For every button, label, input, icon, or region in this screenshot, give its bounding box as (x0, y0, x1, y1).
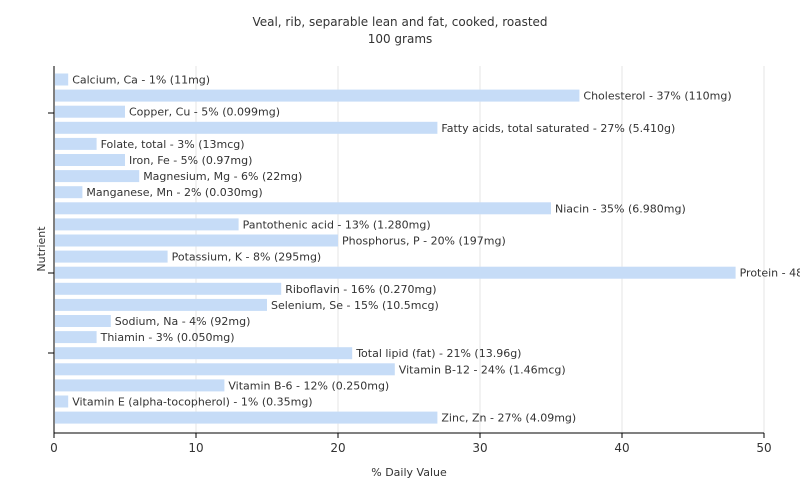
bar (55, 218, 239, 231)
bar (55, 121, 438, 134)
bar (55, 282, 282, 295)
bar-label: Vitamin E (alpha-tocopherol) - 1% (0.35m… (72, 396, 312, 409)
bar-label: Niacin - 35% (6.980mg) (555, 202, 686, 215)
bar (55, 154, 125, 166)
bar-label: Pantothenic acid - 13% (1.280mg) (243, 218, 431, 231)
bar (55, 363, 395, 376)
bar (55, 186, 83, 199)
x-tick-label: 30 (472, 441, 487, 455)
bar (55, 347, 353, 360)
bar-label: Sodium, Na - 4% (92mg) (115, 315, 251, 328)
y-axis-label: Nutrient (35, 226, 48, 272)
bar (55, 202, 551, 215)
bar (55, 379, 225, 392)
x-tick-label: 0 (50, 441, 58, 455)
bar-label: Manganese, Mn - 2% (0.030mg) (86, 186, 262, 199)
x-axis-label: % Daily Value (371, 466, 447, 479)
x-tick-label: 50 (756, 441, 771, 455)
bar-label: Iron, Fe - 5% (0.97mg) (129, 154, 252, 167)
bar-label: Potassium, K - 8% (295mg) (172, 251, 322, 264)
bar-label: Selenium, Se - 15% (10.5mcg) (271, 299, 439, 312)
chart-subtitle: 100 grams (367, 32, 433, 46)
bar (55, 266, 736, 279)
x-tick-label: 40 (614, 441, 629, 455)
bar-label: Thiamin - 3% (0.050mg) (100, 331, 235, 344)
x-tick-label: 20 (330, 441, 345, 455)
x-tick-label: 10 (188, 441, 203, 455)
bar-label: Folate, total - 3% (13mcg) (101, 138, 245, 151)
bar-label: Phosphorus, P - 20% (197mg) (342, 235, 506, 248)
bar (55, 105, 125, 118)
bar (55, 250, 168, 263)
bar-label: Riboflavin - 16% (0.270mg) (285, 283, 436, 296)
bar (55, 298, 267, 311)
bar-label: Protein - 48% (23.96g) (740, 267, 800, 280)
bar (55, 395, 69, 408)
bar-label: Fatty acids, total saturated - 27% (5.41… (441, 122, 675, 135)
bar (55, 331, 97, 344)
bar-label: Copper, Cu - 5% (0.099mg) (129, 106, 280, 119)
bar (55, 411, 438, 424)
bar-label: Magnesium, Mg - 6% (22mg) (143, 170, 302, 183)
bar (55, 137, 97, 150)
bar (55, 73, 69, 86)
bar-label: Cholesterol - 37% (110mg) (583, 90, 731, 103)
bar-label: Vitamin B-6 - 12% (0.250mg) (228, 379, 389, 392)
bar-label: Calcium, Ca - 1% (11mg) (72, 74, 210, 87)
bar (55, 315, 111, 327)
bar (55, 234, 338, 247)
bar-label: Total lipid (fat) - 21% (13.96g) (355, 347, 521, 360)
bar (55, 89, 580, 102)
chart-title: Veal, rib, separable lean and fat, cooke… (252, 15, 548, 29)
bar-label: Vitamin B-12 - 24% (1.46mcg) (399, 363, 566, 376)
bar-label: Zinc, Zn - 27% (4.09mg) (441, 412, 576, 425)
bar (55, 170, 140, 183)
